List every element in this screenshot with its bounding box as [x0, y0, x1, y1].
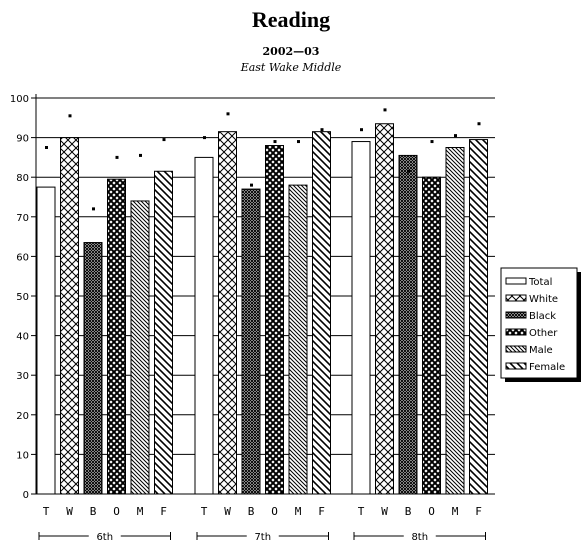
- bar: [312, 131, 331, 495]
- bar: [83, 242, 103, 495]
- category-label: T: [358, 505, 365, 518]
- marker-dots: [45, 108, 481, 211]
- legend-swatch: [505, 362, 527, 370]
- marker-dot: [430, 140, 434, 144]
- legend-label: Total: [528, 277, 552, 288]
- bar: [351, 141, 371, 495]
- marker-dot: [203, 136, 206, 140]
- category-label: M: [137, 505, 144, 518]
- bar: [241, 188, 261, 495]
- bar: [194, 156, 214, 495]
- marker-dot: [92, 207, 95, 211]
- category-label: M: [295, 505, 302, 518]
- marker-dot: [297, 140, 300, 144]
- y-axis: 0 10 20 30 40 50 60 70 80 90 100: [10, 94, 495, 501]
- category-label: T: [201, 505, 208, 518]
- legend-label: Other: [529, 328, 558, 339]
- category-label: B: [248, 505, 255, 518]
- marker-dot: [139, 153, 142, 157]
- legend-swatch: [505, 311, 527, 319]
- y-tick-label: 10: [16, 450, 29, 461]
- bar: [154, 170, 173, 495]
- chart-subtitle: 2002—03: [263, 45, 320, 58]
- marker-dot: [320, 128, 324, 132]
- bar: [422, 176, 441, 495]
- legend-swatch: [505, 294, 527, 302]
- bar: [36, 186, 56, 495]
- marker-dot: [68, 114, 72, 118]
- chart-school-name: East Wake Middle: [240, 61, 342, 74]
- y-tick-label: 50: [16, 292, 29, 303]
- bar: [107, 178, 126, 495]
- marker-dot: [250, 183, 253, 187]
- marker-dot: [115, 155, 119, 159]
- marker-dot: [226, 112, 230, 116]
- bar: [60, 137, 79, 495]
- legend-swatch: [505, 328, 527, 336]
- bar: [218, 131, 237, 495]
- marker-dot: [477, 122, 481, 126]
- marker-dot: [454, 134, 457, 138]
- group-label: 6th: [96, 532, 113, 541]
- category-label: W: [66, 505, 73, 518]
- category-label: O: [113, 505, 120, 518]
- bar: [469, 139, 488, 495]
- bar: [288, 184, 308, 495]
- legend-label: Female: [529, 362, 565, 373]
- category-label: T: [43, 505, 50, 518]
- legend-box: [500, 267, 578, 379]
- category-label: F: [475, 505, 482, 518]
- bar: [130, 200, 150, 495]
- category-label: B: [405, 505, 412, 518]
- category-label: F: [318, 505, 325, 518]
- bars: [36, 123, 488, 495]
- marker-dot: [383, 108, 387, 112]
- bar: [445, 147, 465, 495]
- category-label: F: [160, 505, 167, 518]
- category-label: W: [381, 505, 388, 518]
- marker-dot: [407, 169, 410, 173]
- y-tick-label: 20: [16, 411, 29, 422]
- category-label: W: [224, 505, 231, 518]
- y-tick-label: 60: [16, 252, 29, 263]
- marker-dot: [360, 128, 363, 132]
- y-tick-label: 80: [16, 173, 29, 184]
- legend-label: Male: [529, 345, 553, 356]
- y-tick-label: 40: [16, 332, 29, 343]
- bar: [398, 154, 418, 495]
- legend-swatch: [505, 345, 527, 353]
- legend-label: White: [529, 294, 558, 305]
- legend: Total White Black Other Male Female: [500, 267, 581, 382]
- group-label: 7th: [254, 532, 271, 541]
- marker-dot: [273, 140, 277, 144]
- x-axis-labels: T W B O M F 6th T W B O M F 7th T W B O M F 8th: [38, 505, 486, 541]
- legend-label: Black: [529, 311, 556, 322]
- bar: [375, 123, 394, 495]
- category-label: O: [428, 505, 435, 518]
- y-tick-label: 100: [10, 94, 29, 105]
- category-label: O: [271, 505, 278, 518]
- group-label: 8th: [411, 532, 428, 541]
- bar: [265, 145, 284, 495]
- legend-swatch: [505, 277, 527, 285]
- y-tick-label: 0: [23, 490, 29, 501]
- y-tick-label: 90: [16, 134, 29, 145]
- y-tick-label: 30: [16, 371, 29, 382]
- chart-title: Reading: [252, 7, 330, 32]
- marker-dot: [162, 138, 166, 142]
- category-label: B: [90, 505, 97, 518]
- y-tick-label: 70: [16, 213, 29, 224]
- category-label: M: [452, 505, 459, 518]
- marker-dot: [45, 146, 48, 149]
